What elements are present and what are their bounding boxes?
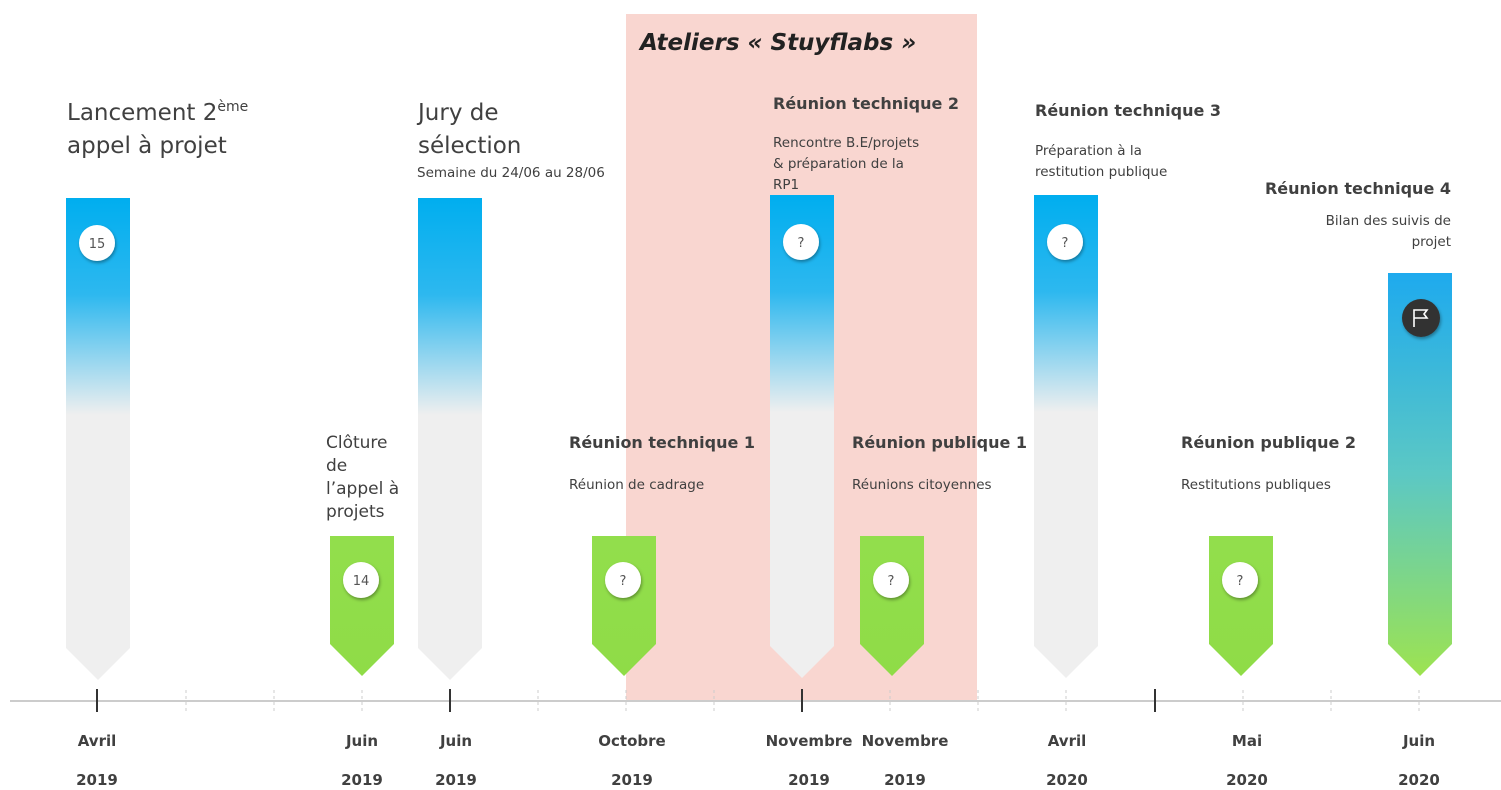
milestone-title-text: Réunion publique 2 — [1181, 433, 1356, 452]
milestone-subtitle: Restitutions publiques — [1181, 477, 1331, 493]
milestone-subtitle: Réunions citoyennes — [852, 477, 992, 493]
date-year: 2020 — [1046, 771, 1088, 789]
milestone-pin — [330, 536, 394, 676]
date-month: Avril — [78, 732, 117, 750]
milestone-title: Clôture — [326, 433, 388, 453]
milestone-title: Réunion publique 1 — [852, 433, 1027, 452]
milestone-title-text: projets — [326, 502, 385, 522]
badge — [783, 224, 819, 260]
milestone-title-text: Lancement 2 — [67, 100, 217, 126]
milestone-title: Réunion publique 2 — [1181, 433, 1356, 452]
milestone-subtitle: projet — [1412, 234, 1451, 250]
badge — [873, 562, 909, 598]
milestone-title: l’appel à — [326, 479, 399, 499]
badge — [343, 562, 379, 598]
milestone-title: Lancement 2ème — [67, 99, 248, 126]
date-year: 2020 — [1398, 771, 1440, 789]
milestone-title-text: de — [326, 456, 347, 476]
badge — [1222, 562, 1258, 598]
milestone-subtitle: RP1 — [773, 177, 799, 193]
milestone-pin — [1034, 195, 1098, 678]
milestone-subtitle: Rencontre B.E/projets — [773, 135, 919, 151]
milestone-pin — [770, 195, 834, 678]
milestone-pin — [1388, 273, 1452, 676]
badge-label: 15 — [89, 237, 106, 252]
milestone-title: Réunion technique 3 — [1035, 101, 1221, 120]
band-title: Ateliers « Stuyflabs » — [638, 30, 916, 56]
milestone-title-text: Réunion technique 4 — [1265, 179, 1451, 198]
milestone-title-text: Réunion publique 1 — [852, 433, 1027, 452]
badge — [79, 225, 115, 261]
milestone-title: Réunion technique 1 — [569, 433, 755, 452]
milestone-subtitle: & préparation de la — [773, 156, 904, 172]
milestone-subtitle: restitution publique — [1035, 164, 1167, 180]
flag-icon — [1413, 309, 1429, 327]
milestone-subtitle: Réunion de cadrage — [569, 477, 704, 493]
date-month: Juin — [439, 732, 472, 750]
badge-label: ? — [1062, 236, 1069, 251]
badge — [1047, 224, 1083, 260]
milestone-title: sélection — [418, 133, 521, 159]
date-month: Novembre — [862, 732, 949, 750]
badge-label: ? — [620, 574, 627, 589]
date-year: 2019 — [341, 771, 383, 789]
milestone-title: Réunion technique 2 — [773, 94, 959, 113]
date-year: 2019 — [76, 771, 118, 789]
milestone-title-text: Jury de — [416, 100, 499, 126]
milestone-subtitle: Préparation à la — [1035, 143, 1142, 159]
milestone-title: projets — [326, 502, 385, 522]
date-month: Juin — [1402, 732, 1435, 750]
date-year: 2020 — [1226, 771, 1268, 789]
date-year: 2019 — [788, 771, 830, 789]
badge-label: 14 — [353, 574, 370, 589]
badge-label: ? — [798, 236, 805, 251]
milestone-pin — [66, 198, 130, 680]
milestone-title: Jury de — [416, 100, 499, 126]
date-month: Octobre — [598, 732, 665, 750]
badge-label: ? — [1237, 574, 1244, 589]
date-month: Juin — [345, 732, 378, 750]
badge-label: ? — [888, 574, 895, 589]
milestone-title-text: appel à projet — [67, 133, 227, 159]
milestone-title: Réunion technique 4 — [1265, 179, 1451, 198]
date-year: 2019 — [435, 771, 477, 789]
milestone-subtitle: Semaine du 24/06 au 28/06 — [417, 165, 605, 181]
date-month: Avril — [1048, 732, 1087, 750]
milestone-title-sup: ème — [217, 99, 248, 115]
milestone-title-text: Réunion technique 1 — [569, 433, 755, 452]
date-year: 2019 — [884, 771, 926, 789]
milestone-pin — [418, 198, 482, 680]
milestone-title-text: l’appel à — [326, 479, 399, 499]
milestone-title: de — [326, 456, 347, 476]
milestone-pin — [1209, 536, 1273, 676]
milestone-title-text: Réunion technique 2 — [773, 94, 959, 113]
milestone-title-text: sélection — [418, 133, 521, 159]
date-month: Novembre — [766, 732, 853, 750]
date-month: Mai — [1232, 732, 1262, 750]
milestone-subtitle: Bilan des suivis de — [1326, 213, 1451, 229]
milestone-title-text: Réunion technique 3 — [1035, 101, 1221, 120]
milestone-title-text: Clôture — [326, 433, 388, 453]
milestone-title: appel à projet — [67, 133, 227, 159]
badge — [605, 562, 641, 598]
date-year: 2019 — [611, 771, 653, 789]
